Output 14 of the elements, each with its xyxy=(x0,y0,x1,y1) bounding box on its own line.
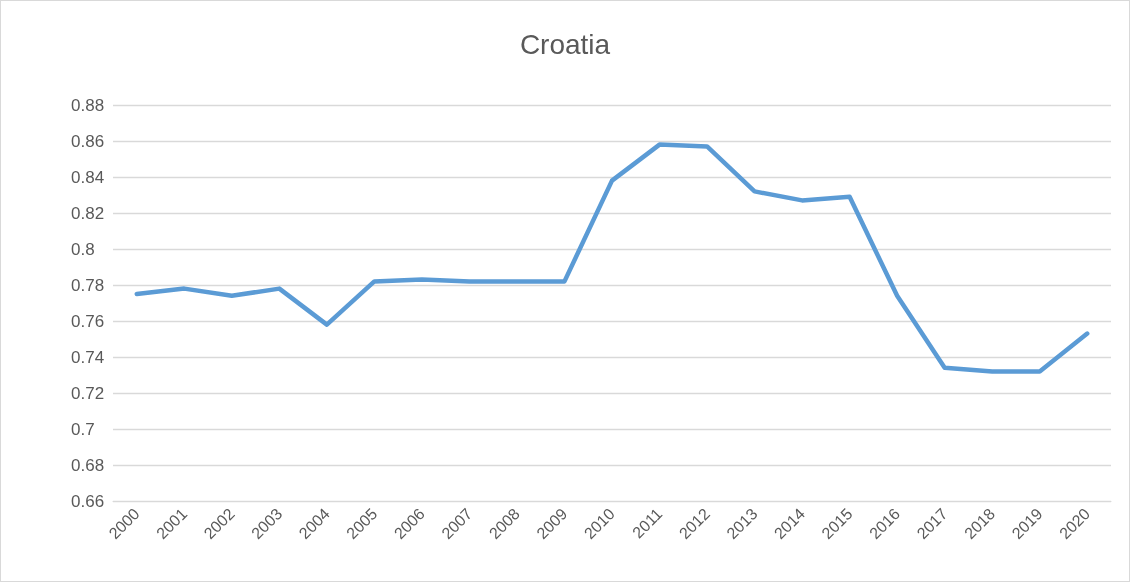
y-tick-label: 0.8 xyxy=(71,239,95,259)
y-tick-label: 0.7 xyxy=(71,419,95,439)
y-tick-label: 0.78 xyxy=(71,275,105,295)
line-series xyxy=(134,142,1090,374)
y-tick-label: 0.76 xyxy=(71,311,105,331)
y-tick-label: 0.84 xyxy=(71,167,105,187)
y-tick-label: 0.86 xyxy=(71,131,105,151)
y-tick-label: 0.68 xyxy=(71,455,105,475)
chart-title: Croatia xyxy=(519,28,611,60)
y-tick-label: 0.74 xyxy=(71,347,105,367)
y-tick-label: 0.66 xyxy=(71,491,105,511)
y-tick-label: 0.88 xyxy=(71,95,105,115)
y-tick-label: 0.72 xyxy=(71,383,105,403)
y-tick-label: 0.82 xyxy=(71,203,105,223)
